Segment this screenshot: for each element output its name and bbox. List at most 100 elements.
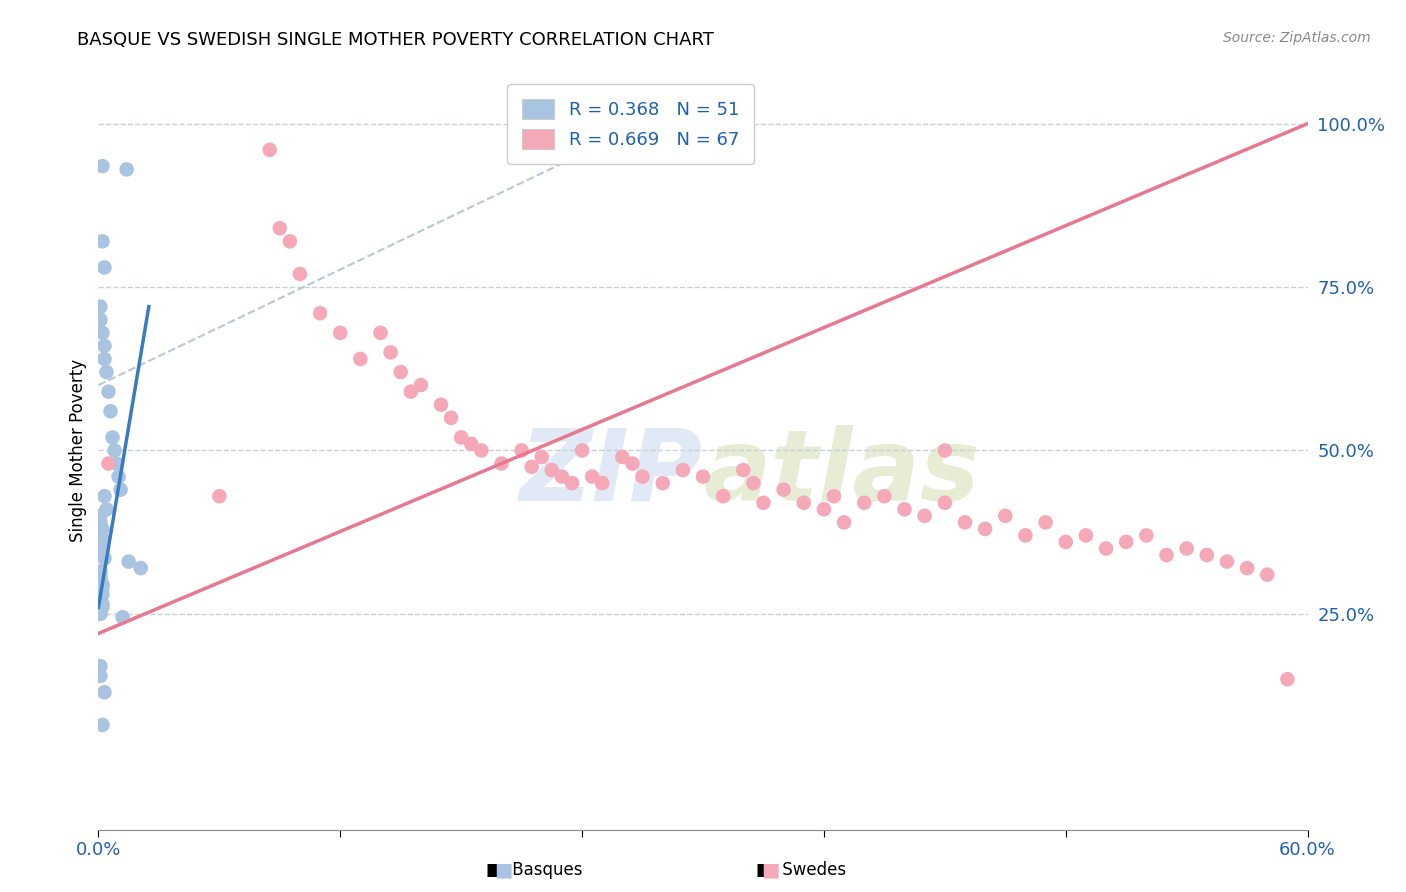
Point [510, 443, 533, 458]
Point [89, 538, 111, 552]
Legend: R = 0.368   N = 51, R = 0.669   N = 67: R = 0.368 N = 51, R = 0.669 N = 67 [508, 84, 754, 164]
Point [823, 489, 845, 503]
Point [994, 508, 1017, 523]
Point [1216, 555, 1239, 569]
Point [520, 459, 543, 474]
Text: atlas: atlas [703, 425, 980, 522]
Point [97, 457, 120, 471]
Point [89, 528, 111, 542]
Point [208, 489, 231, 503]
Point [752, 496, 775, 510]
Point [91, 522, 114, 536]
Point [1115, 535, 1137, 549]
Point [914, 508, 936, 523]
Point [89, 567, 111, 582]
Point [571, 443, 593, 458]
Point [742, 476, 765, 491]
Point [672, 463, 695, 477]
Point [389, 365, 412, 379]
Point [103, 443, 125, 458]
Text: ■  Basques: ■ Basques [486, 861, 582, 879]
Point [101, 430, 124, 444]
Point [118, 555, 141, 569]
Point [115, 162, 138, 177]
Point [470, 443, 492, 458]
Point [97, 384, 120, 399]
Point [91, 600, 114, 615]
Point [1135, 528, 1157, 542]
Point [93, 260, 115, 275]
Point [89, 604, 111, 618]
Point [440, 410, 463, 425]
Point [89, 574, 111, 589]
Point [89, 516, 111, 530]
Point [329, 326, 352, 340]
Point [91, 541, 114, 556]
Point [129, 561, 152, 575]
Point [89, 545, 111, 559]
Point [631, 469, 654, 483]
Point [91, 597, 114, 611]
Point [93, 551, 115, 566]
Point [430, 398, 453, 412]
Point [91, 532, 114, 546]
Text: Source: ZipAtlas.com: Source: ZipAtlas.com [1223, 31, 1371, 45]
Point [309, 306, 332, 320]
Point [89, 607, 111, 621]
Point [89, 312, 111, 326]
Point [349, 351, 371, 366]
Point [89, 535, 111, 549]
Point [110, 483, 132, 497]
Point [107, 469, 129, 483]
Point [621, 457, 644, 471]
Point [89, 508, 111, 523]
Point [111, 610, 134, 624]
Point [91, 548, 114, 562]
Point [89, 565, 111, 579]
Point [1236, 561, 1258, 575]
Point [89, 659, 111, 673]
Point [772, 483, 794, 497]
Text: ■: ■ [761, 860, 780, 880]
Point [1095, 541, 1118, 556]
Point [651, 476, 673, 491]
Point [89, 594, 111, 608]
Point [692, 469, 714, 483]
Point [89, 300, 111, 314]
Point [873, 489, 896, 503]
Point [450, 430, 472, 444]
Point [934, 443, 956, 458]
Point [934, 496, 956, 510]
Point [1277, 672, 1299, 686]
Point [853, 496, 876, 510]
Point [93, 489, 115, 503]
Point [733, 463, 755, 477]
Point [540, 463, 562, 477]
Point [530, 450, 553, 464]
Point [551, 469, 574, 483]
Point [1195, 548, 1218, 562]
Point [813, 502, 835, 516]
Point [1175, 541, 1198, 556]
Point [409, 378, 432, 392]
Point [591, 476, 613, 491]
Point [612, 450, 634, 464]
Point [93, 339, 115, 353]
Point [89, 669, 111, 683]
Point [91, 718, 114, 732]
Point [380, 345, 402, 359]
Point [1156, 548, 1178, 562]
Point [1074, 528, 1097, 542]
Point [259, 143, 281, 157]
Point [460, 437, 482, 451]
Point [953, 516, 976, 530]
Point [278, 235, 301, 249]
Point [93, 685, 115, 699]
Point [96, 365, 118, 379]
Point [399, 384, 422, 399]
Point [89, 584, 111, 599]
Point [91, 581, 114, 595]
Point [89, 571, 111, 585]
Point [1014, 528, 1036, 542]
Y-axis label: Single Mother Poverty: Single Mother Poverty [69, 359, 87, 542]
